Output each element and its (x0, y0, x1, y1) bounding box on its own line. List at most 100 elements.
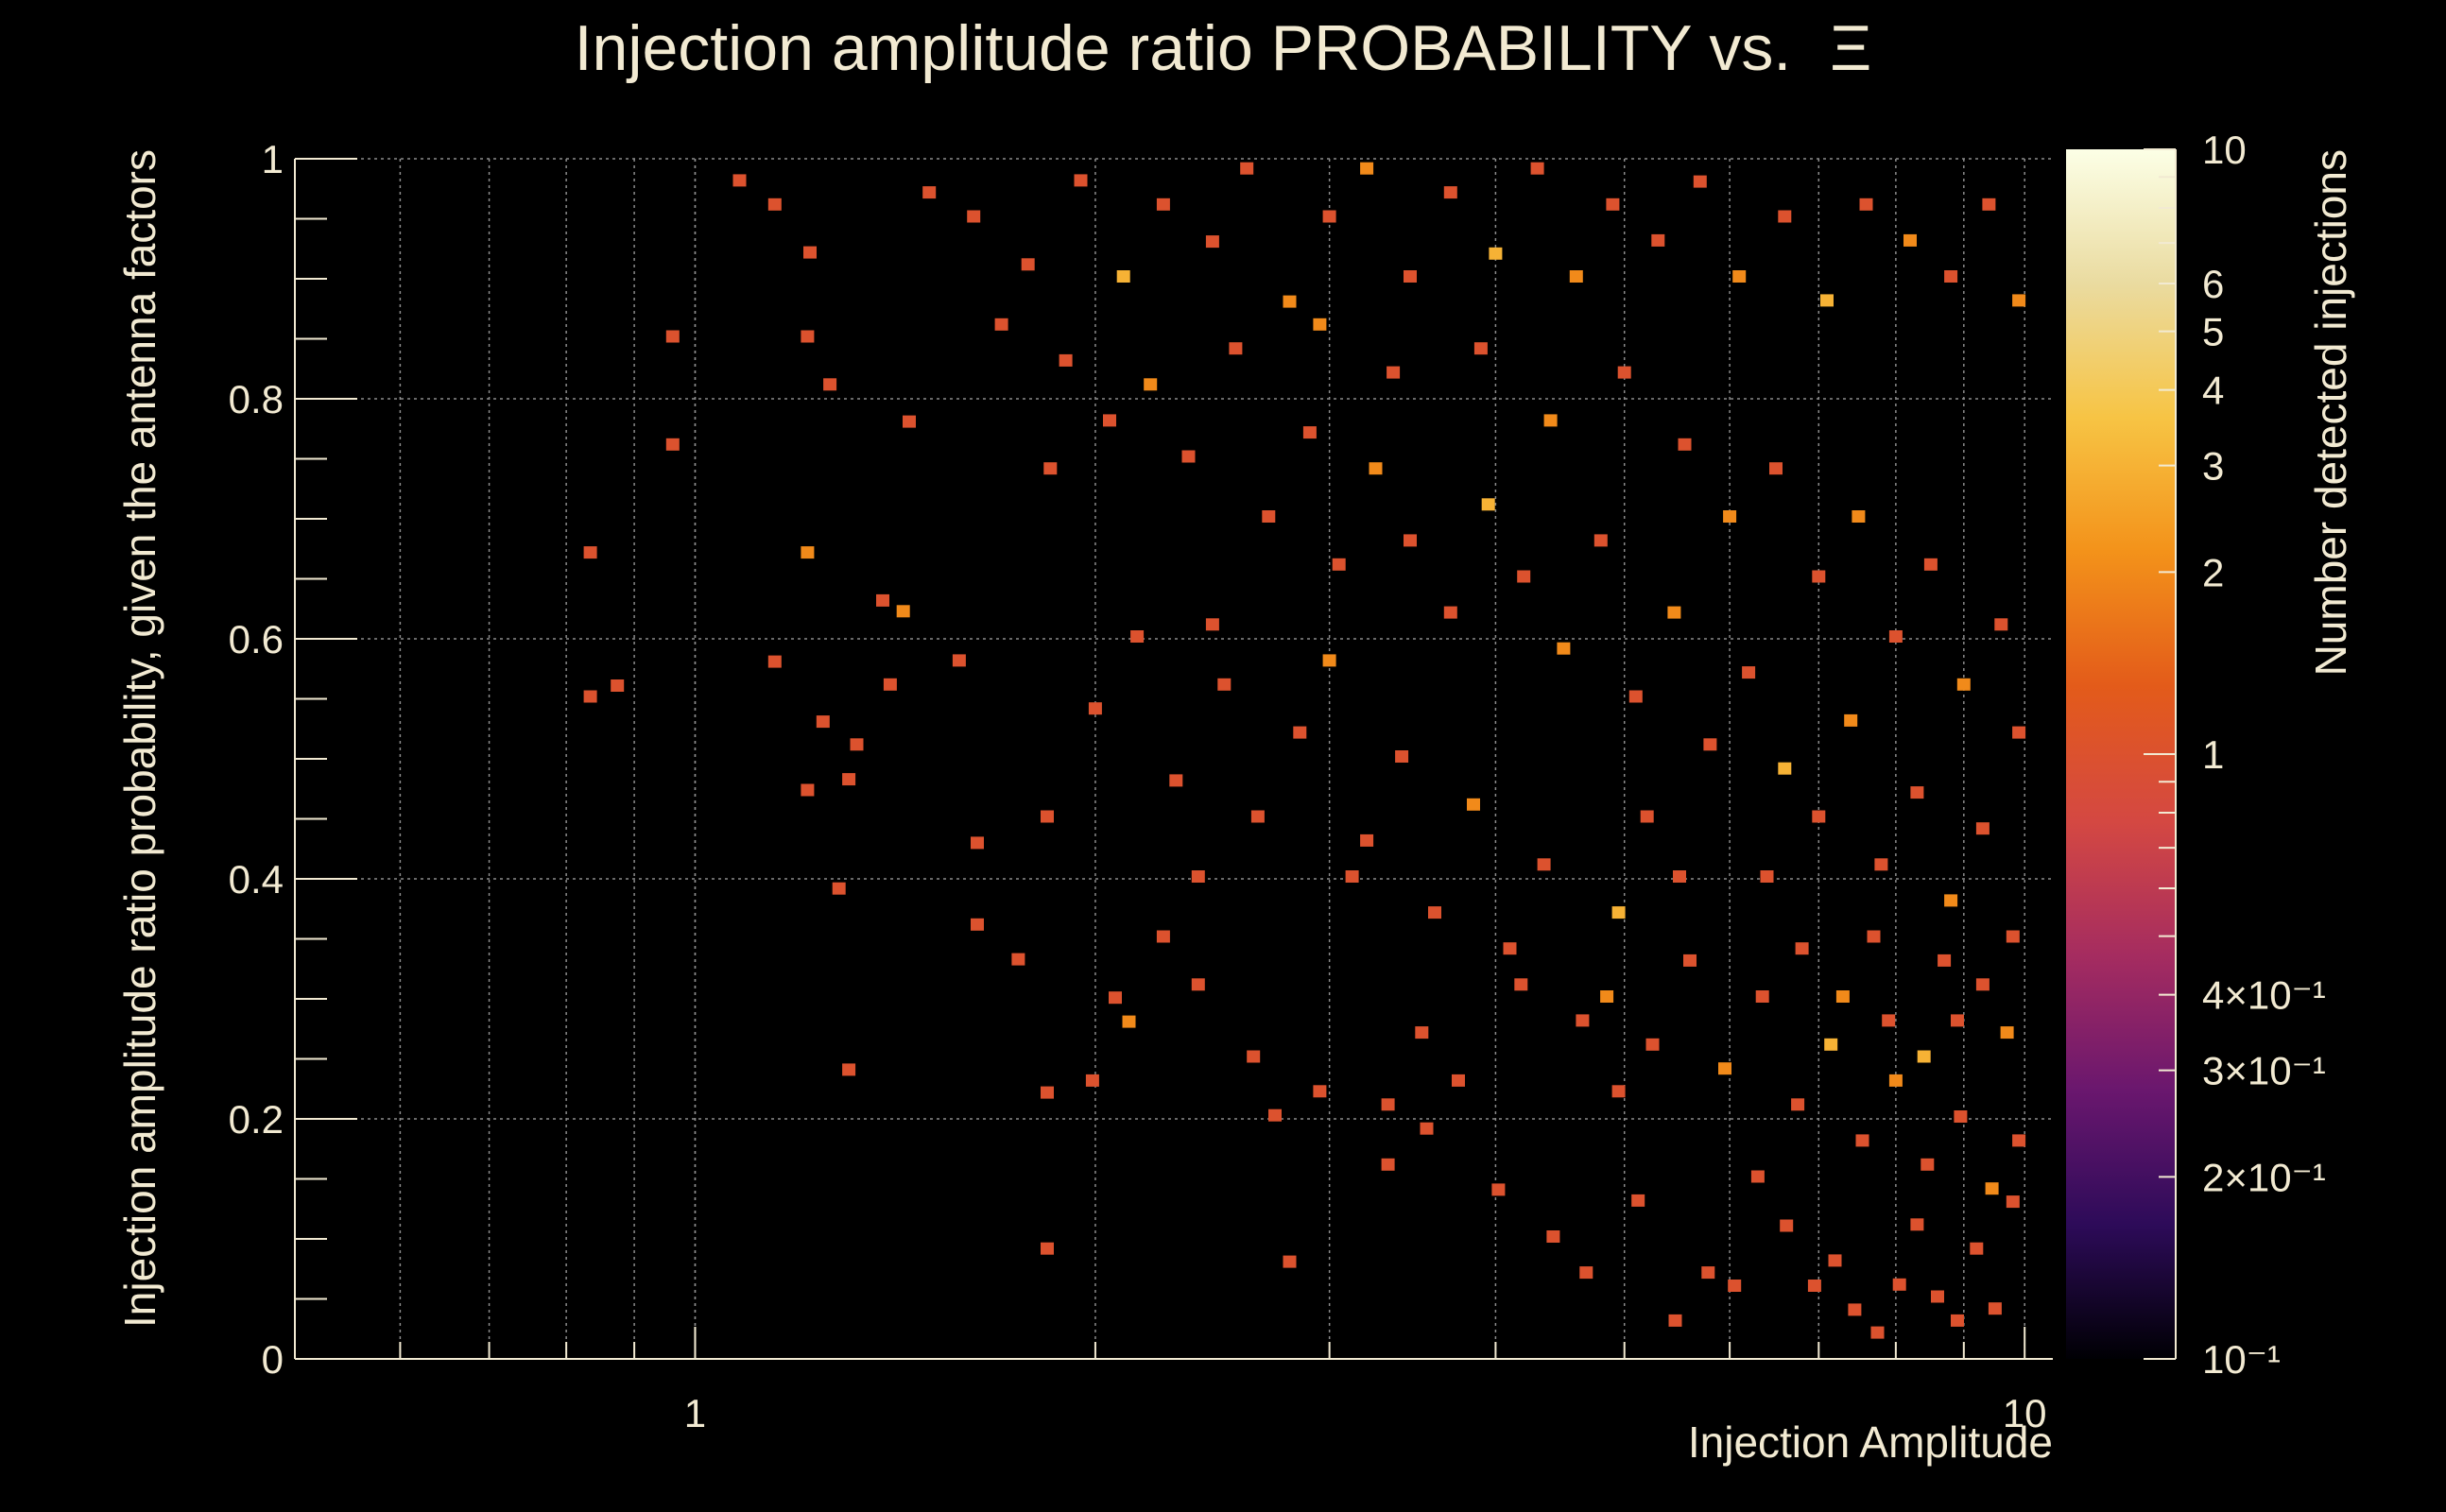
heatmap-cell (876, 593, 889, 607)
heatmap-cell (1985, 1182, 1999, 1195)
heatmap-cell (1443, 606, 1457, 619)
y-tick-label: 0.2 (229, 1097, 284, 1142)
heatmap-cell (896, 605, 910, 618)
y-tick-label: 0.6 (229, 617, 284, 662)
heatmap-cell (1994, 618, 2008, 631)
heatmap-cell (1888, 1074, 1903, 1087)
heatmap-cell (1742, 666, 1756, 679)
heatmap-cell (1824, 1038, 1838, 1051)
x-axis-label: Injection Amplitude (1688, 1418, 2053, 1467)
heatmap-cell (1917, 1050, 1931, 1063)
heatmap-cell (1828, 1254, 1842, 1267)
heatmap-cell (1481, 498, 1495, 511)
heatmap-cell (2012, 1134, 2026, 1147)
heatmap-cell (903, 415, 916, 428)
heatmap-cell (1988, 1302, 2002, 1315)
heatmap-cell (1951, 1014, 1964, 1027)
heatmap-cell (922, 186, 937, 199)
heatmap-cell (967, 210, 981, 223)
heatmap-cell (1820, 294, 1834, 307)
heatmap-cell (2000, 1026, 2014, 1040)
heatmap-cell (1543, 414, 1558, 427)
heatmap-cell (1546, 1230, 1560, 1243)
heatmap-cell (1938, 954, 1952, 967)
heatmap-cell (767, 198, 782, 211)
heatmap-cell (1750, 1170, 1765, 1183)
heatmap-cell (1718, 1062, 1731, 1075)
heatmap-cell (1313, 1085, 1327, 1098)
heatmap-cell (1923, 558, 1938, 571)
heatmap-cell (1313, 318, 1327, 331)
heatmap-cell (1870, 1326, 1885, 1339)
heatmap-cell (1322, 210, 1336, 223)
heatmap-cell (1954, 1110, 1968, 1123)
y-tick-label: 1 (262, 137, 284, 181)
heatmap-cell (1970, 1242, 1984, 1255)
y-tick-label: 0 (262, 1337, 284, 1382)
heatmap-cell (1569, 270, 1583, 283)
heatmap-cell (1041, 1242, 1054, 1255)
colorbar-tick-label: 3 (2202, 444, 2224, 489)
heatmap-cell (1645, 1038, 1660, 1051)
heatmap-cell (1283, 295, 1297, 308)
heatmap-cell (1874, 858, 1888, 871)
colorbar-tick-label: 2 (2202, 550, 2224, 594)
heatmap-cell (801, 783, 815, 797)
colorbar-axis: 10⁻¹ 2×10⁻¹ 3×10⁻¹ 4×10⁻¹ 1 2 3 4 56 10 (2144, 128, 2326, 1382)
heatmap-cell (1631, 1194, 1645, 1207)
heatmap-cell (1723, 510, 1737, 523)
heatmap-cell (1835, 990, 1850, 1003)
heatmap-cell (1169, 774, 1183, 787)
heatmap-cell (1302, 426, 1317, 439)
heatmap-cell (1910, 786, 1924, 799)
heatmap-cell (1503, 942, 1517, 955)
heatmap-cell (1191, 978, 1205, 991)
heatmap-cell (1812, 810, 1826, 823)
heatmap-cell (1791, 1098, 1805, 1111)
heatmap-cell (1085, 1074, 1099, 1087)
heatmap-cell (1473, 342, 1488, 355)
heatmap-cell (1247, 1050, 1261, 1063)
heatmap-cell (1156, 930, 1170, 943)
heatmap-cell (1404, 534, 1417, 547)
heatmap-cell (1703, 738, 1717, 751)
heatmap-cell (842, 773, 856, 786)
x-tick-label: 10 (2003, 1391, 2047, 1435)
heatmap-cell (1130, 630, 1145, 643)
heatmap-cell (803, 246, 817, 259)
heatmap-cell (1903, 233, 1917, 247)
heatmap-cell (1452, 1074, 1465, 1087)
heatmap-cell (1755, 990, 1769, 1003)
y-axis-label: Injection amplitude ratio probability, g… (115, 149, 164, 1328)
heatmap-cell (1944, 270, 1958, 283)
heatmap-cell (1778, 762, 1792, 775)
heatmap-cell (801, 546, 815, 559)
colorbar-tick-label: 4×10⁻¹ (2202, 973, 2326, 1018)
heatmap-cell (1041, 810, 1054, 823)
heatmap-cell (1593, 534, 1608, 547)
heatmap-cell (1769, 462, 1783, 475)
heatmap-cell (1910, 1218, 1924, 1231)
chart-title-text: Injection amplitude ratio PROBABILITY vs… (575, 12, 1792, 84)
heatmap-cell (583, 690, 597, 703)
heatmap-cell (1975, 822, 1990, 835)
colorbar-tick-label: 10 (2202, 128, 2247, 172)
heatmap-cell (1617, 366, 1631, 379)
heatmap-cell (1956, 678, 1971, 691)
heatmap-cell (1844, 713, 1858, 727)
heatmap-cell (1250, 810, 1265, 823)
heatmap-cell (1381, 1158, 1395, 1171)
heatmap-cell (1144, 378, 1158, 391)
heatmap-cells (583, 162, 2026, 1339)
heatmap-cell (1701, 1266, 1715, 1280)
heatmap-cell (1892, 1278, 1906, 1291)
heatmap-cell (1530, 162, 1544, 175)
heatmap-cell (1693, 175, 1707, 188)
heatmap-cell (1122, 1015, 1136, 1028)
heatmap-cell (1579, 1266, 1593, 1280)
heatmap-cell (2012, 726, 2026, 739)
heatmap-cell (1651, 233, 1665, 247)
heatmap-cell (1640, 810, 1654, 823)
heatmap-cell (1944, 894, 1958, 907)
heatmap-cell (1103, 414, 1116, 427)
